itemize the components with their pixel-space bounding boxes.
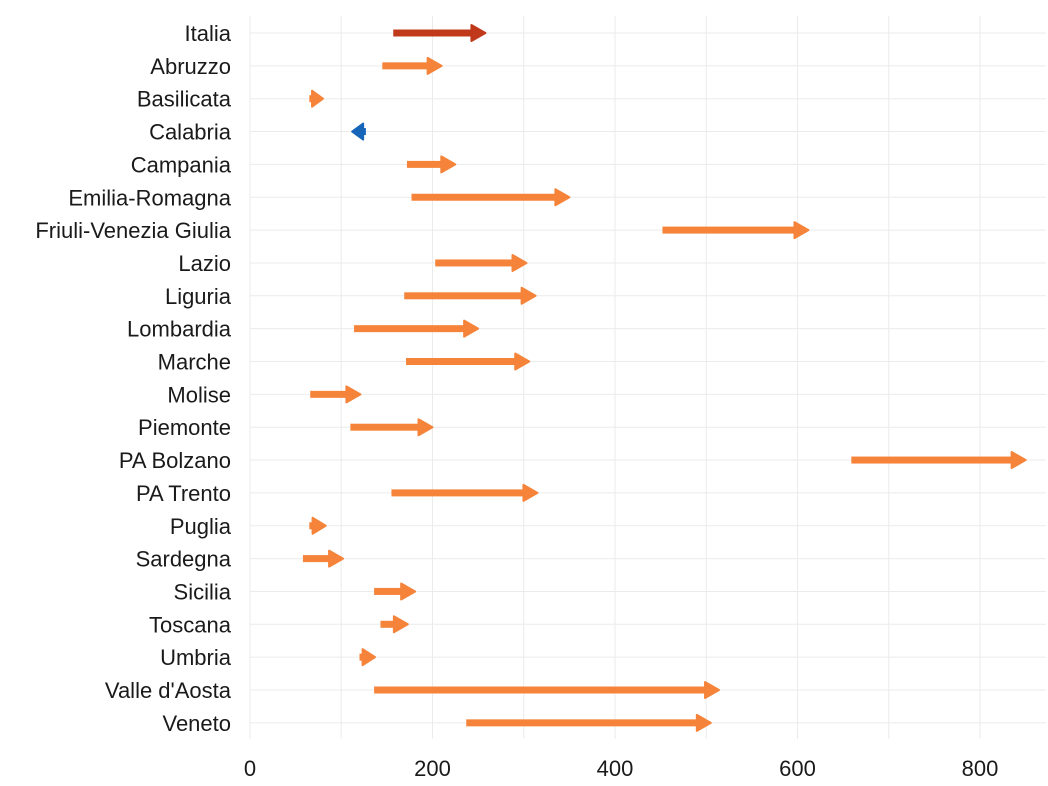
arrow-shaft [302,555,330,563]
arrow-shaft [363,128,366,136]
arrow-molise [310,385,362,404]
grid-layer [249,16,1046,739]
x-tick-label: 400 [597,756,634,781]
arrow-shaft [404,292,522,300]
category-label: Liguria [165,284,232,309]
arrow-head [520,286,537,305]
arrow-shaft [662,226,795,234]
category-label: Lombardia [127,317,232,342]
category-label: Piemonte [138,415,231,440]
arrow-head [311,516,327,535]
category-label: Valle d'Aosta [105,678,232,703]
arrow-shaft [374,587,402,595]
arrow-shaft [309,522,313,530]
arrow-sicilia [374,582,417,601]
arrow-piemonte [350,418,434,437]
arrow-shaft [391,489,524,497]
x-tick-label: 0 [244,756,256,781]
arrow-head [426,56,443,75]
arrow-veneto [466,713,712,732]
category-label: Sardegna [136,547,232,572]
arrow-friuli-venezia-giulia [662,221,810,240]
arrow-shaft [350,423,419,431]
category-label: Veneto [162,711,231,736]
category-label: Marche [158,350,231,375]
arrow-head [514,352,531,371]
category-label: Calabria [149,120,232,145]
arrow-shaft [435,259,513,267]
arrow-lazio [435,253,528,272]
category-label: Toscana [149,612,232,637]
arrow-umbria [359,648,377,667]
arrow-head [392,615,409,634]
arrow-head [704,681,721,699]
arrow-shaft [354,325,465,333]
category-label: Italia [185,21,232,46]
arrow-italia [393,24,487,42]
arrow-puglia [309,516,327,535]
arrow-shaft [851,456,1012,464]
arrow-abruzzo [382,56,443,75]
arrow-shaft [382,62,428,70]
x-axis-ticks: 0 200 400 600 800 [244,756,998,781]
arrow-marche [406,352,531,371]
arrow-pa-bolzano [851,451,1027,470]
arrow-head [522,483,539,502]
arrow-shaft [406,358,516,365]
category-label: Abruzzo [150,54,231,79]
category-label: PA Trento [136,481,231,506]
category-label: Basilicata [137,87,232,112]
arrow-lombardia [354,319,480,338]
arrow-head [793,221,810,240]
arrow-shaft [411,193,556,201]
arrow-shaft [406,160,442,168]
arrow-emilia-romagna [411,188,571,207]
arrow-head [311,89,324,108]
arrow-head [1010,451,1027,470]
arrow-head [417,418,434,437]
x-tick-label: 800 [962,756,999,781]
category-label: Lazio [178,251,231,276]
arrow-basilicata [309,89,324,108]
arrow-pa-trento [391,483,539,502]
arrow-head [440,155,457,174]
arrow-layer [302,24,1027,732]
arrow-calabria [351,122,366,141]
arrow-shaft [309,95,313,103]
arrow-head [511,253,528,272]
arrow-head [328,549,345,568]
arrow-shaft [374,686,706,694]
category-label: Friuli-Venezia Giulia [35,218,231,243]
arrow-head [554,188,571,207]
arrow-toscana [380,615,409,634]
arrow-sardegna [302,549,345,568]
arrow-head [463,319,480,338]
arrow-head [351,122,365,141]
arrow-campania [406,155,457,174]
x-tick-label: 200 [414,756,451,781]
category-label: Puglia [170,514,232,539]
category-label: PA Bolzano [119,448,231,473]
arrow-shaft [380,620,394,628]
arrow-shaft [310,390,347,398]
category-label: Emilia-Romagna [68,185,231,210]
arrow-shaft [393,29,472,37]
category-label: Molise [167,382,231,407]
arrow-valle-d-aosta [374,681,721,699]
arrow-head [695,713,712,732]
arrow-head [470,24,487,42]
x-tick-label: 600 [779,756,816,781]
arrow-shaft [466,719,697,727]
category-label: Umbria [160,645,232,670]
arrow-shaft [359,653,363,661]
arrow-head [345,385,362,404]
category-label: Sicilia [174,579,232,604]
category-label: Campania [131,152,232,177]
arrow-liguria [404,286,537,305]
category-labels: Italia Abruzzo Basilicata Calabria Campania E… [35,21,231,736]
arrow-head [361,648,377,667]
arrow-head [400,582,417,601]
